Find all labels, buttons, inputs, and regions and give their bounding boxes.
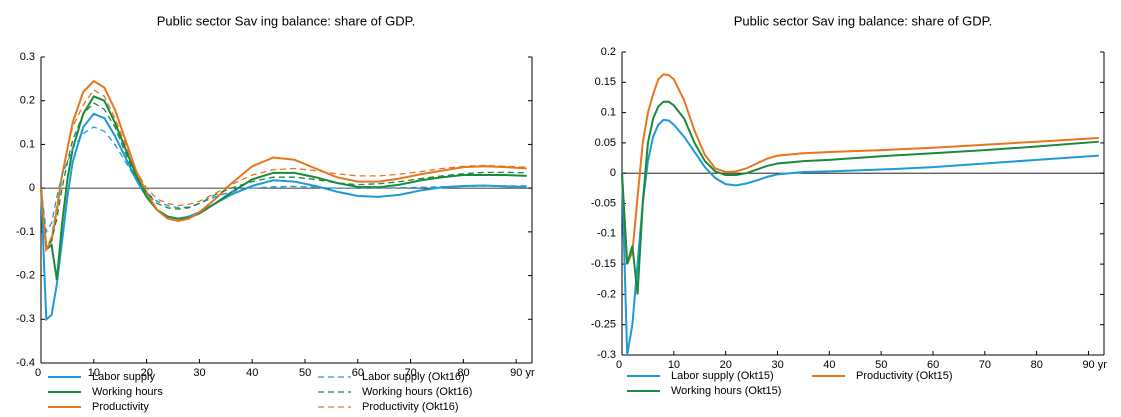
y-tick-label: -0.1: [597, 228, 616, 240]
legend-label: Productivity (Okt15): [856, 370, 953, 382]
legend-label: Labor supply (Okt16): [362, 371, 465, 383]
y-tick-label: -0.4: [16, 357, 35, 369]
chart-title: Public sector Sav ing balance: share of …: [157, 13, 415, 28]
y-tick-label: 0.3: [20, 51, 35, 63]
y-tick-label: 0.2: [20, 95, 35, 107]
series-line: [621, 73, 1099, 265]
legend-label: Labor supply (Okt15): [671, 370, 774, 382]
y-tick-label: -0.15: [591, 258, 616, 270]
y-tick-label: -0.2: [597, 288, 616, 300]
series-line: [40, 102, 527, 247]
x-tick-label: 10: [668, 359, 680, 371]
x-tick-label: 90 yr: [1082, 359, 1107, 371]
x-tick-label: 40: [823, 359, 835, 371]
y-tick-label: 0.2: [601, 46, 616, 58]
legend-label: Working hours: [92, 386, 163, 398]
x-tick-label: 70: [979, 359, 991, 371]
series-line: [40, 79, 527, 253]
x-tick-label: 60: [352, 367, 364, 379]
y-tick-label: 0.1: [601, 107, 616, 119]
series-line: [40, 126, 527, 234]
x-tick-label: 50: [875, 359, 887, 371]
x-tick-label: 0: [616, 359, 622, 371]
y-tick-label: -0.25: [591, 319, 616, 331]
x-tick-label: 70: [405, 367, 417, 379]
y-tick-label: -0.3: [16, 313, 35, 325]
x-tick-label: 40: [246, 367, 258, 379]
legend-label: Labor supply: [92, 371, 155, 383]
y-tick-label: 0.1: [20, 138, 35, 150]
x-tick-label: 90 yr: [510, 367, 535, 379]
series-line: [621, 100, 1099, 295]
y-tick-label: 0: [29, 182, 35, 194]
series-line: [40, 112, 527, 322]
x-tick-label: 20: [141, 367, 153, 379]
y-tick-label: -0.2: [16, 269, 35, 281]
legend-label: Working hours (Okt15): [671, 385, 781, 397]
legend-label: Working hours (Okt16): [362, 386, 472, 398]
x-tick-label: 10: [88, 367, 100, 379]
y-tick-label: -0.05: [591, 197, 616, 209]
y-tick-label: 0.15: [595, 76, 616, 88]
x-tick-label: 20: [720, 359, 732, 371]
legend-label: Productivity: [92, 401, 149, 413]
x-tick-label: 80: [1031, 359, 1043, 371]
x-tick-label: 60: [927, 359, 939, 371]
y-tick-label: -0.1: [16, 226, 35, 238]
x-tick-label: 80: [457, 367, 469, 379]
y-tick-label: 0.05: [595, 137, 616, 149]
x-tick-label: 0: [35, 367, 41, 379]
legend-label: Productivity (Okt16): [362, 401, 459, 413]
x-tick-label: 30: [771, 359, 783, 371]
series-line: [40, 88, 527, 250]
y-tick-label: -0.3: [597, 349, 616, 361]
chart-title: Public sector Sav ing balance: share of …: [734, 13, 992, 28]
series-line: [621, 118, 1099, 356]
y-tick-label: 0: [610, 167, 616, 179]
x-tick-label: 30: [193, 367, 205, 379]
x-tick-label: 50: [299, 367, 311, 379]
